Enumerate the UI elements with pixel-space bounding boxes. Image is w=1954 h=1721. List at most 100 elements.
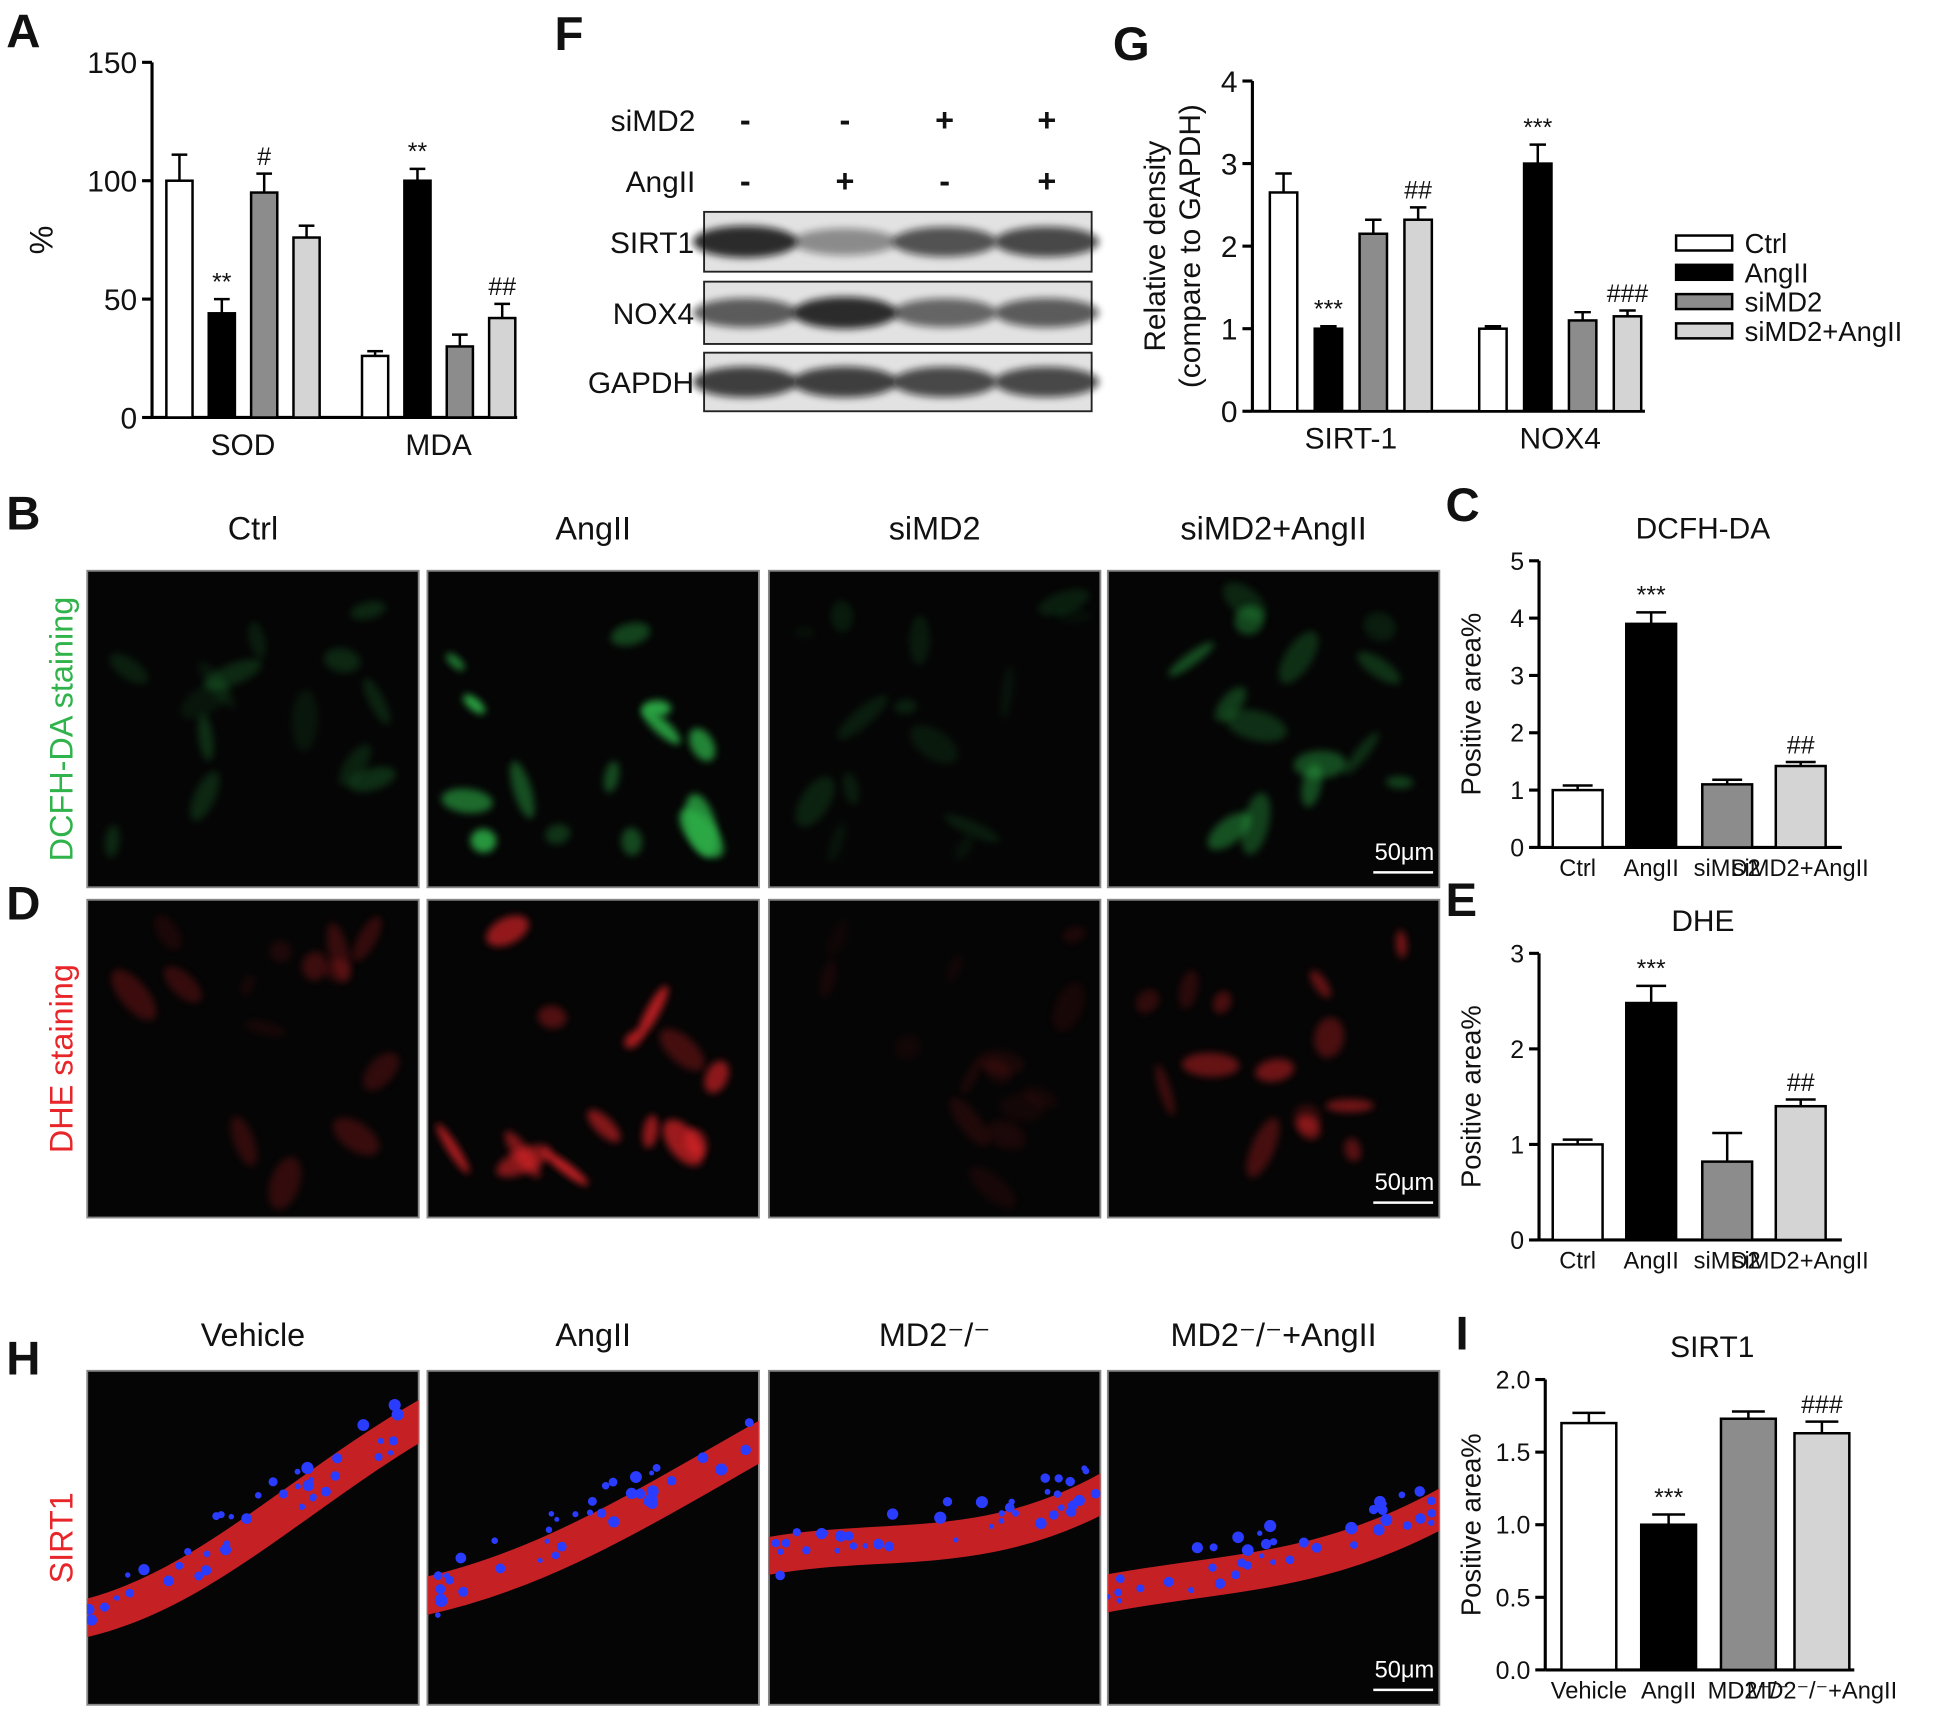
micrograph-content (792, 588, 1093, 863)
nucleus (1004, 1502, 1015, 1513)
y-axis-label: Positive area% (1455, 1005, 1486, 1188)
y-tick-label: 3 (1221, 148, 1238, 181)
nucleus (1368, 1504, 1379, 1515)
nucleus (377, 1437, 384, 1445)
blot-band (892, 298, 997, 328)
condition-sign: + (1037, 102, 1056, 138)
nucleus (1350, 1541, 1358, 1549)
nucleus (862, 1543, 869, 1549)
y-tick-label: 4 (1510, 605, 1524, 633)
cell (819, 959, 837, 999)
y-tick-label: 0 (1510, 834, 1524, 862)
nucleus (652, 1463, 661, 1472)
micrograph-content (1107, 1486, 1440, 1613)
nucleus (1241, 1544, 1254, 1557)
nucleus (1053, 1490, 1062, 1498)
x-tick-label: SOD (211, 429, 276, 462)
nucleus (608, 1516, 620, 1528)
scale-bar-label: 50μm (1375, 1170, 1435, 1196)
y-axis-label: % (23, 225, 59, 254)
nucleus (666, 1475, 677, 1486)
legend-label: siMD2+AngII (1745, 316, 1903, 347)
bar (1625, 622, 1678, 849)
column-header: MD2⁻/⁻ (879, 1317, 991, 1353)
nucleus (1188, 1586, 1195, 1594)
bar (207, 312, 237, 419)
nucleus (643, 1495, 655, 1507)
nucleus (649, 1470, 655, 1476)
nucleus (434, 1593, 448, 1607)
cell (1363, 611, 1397, 642)
cell (1155, 1064, 1175, 1116)
nucleus (1058, 1504, 1065, 1511)
cell (894, 699, 917, 715)
cell (642, 1114, 659, 1148)
bar (1567, 319, 1598, 413)
nucleus (1012, 1509, 1020, 1517)
x-tick-label: siMD2 (1694, 1249, 1761, 1275)
significance-label: ## (1787, 1069, 1815, 1097)
nucleus (1398, 1491, 1406, 1499)
nucleus (545, 1526, 553, 1534)
nucleus (1163, 1576, 1174, 1587)
cell (163, 966, 202, 1003)
nucleus (458, 1586, 469, 1597)
cell (1325, 1099, 1374, 1113)
bar (1313, 327, 1344, 413)
nucleus (1107, 1594, 1111, 1600)
cell (1022, 1086, 1058, 1108)
micrograph (767, 898, 1102, 1219)
bar (1358, 232, 1389, 413)
y-axis-label: (compare to GAPDH) (1174, 104, 1207, 388)
nucleus (1428, 1519, 1435, 1526)
x-tick-label: SIRT-1 (1305, 423, 1397, 456)
blot-band (792, 366, 898, 398)
panel-letter: D (6, 878, 40, 931)
cell (445, 653, 465, 671)
significance-label: ### (1607, 280, 1649, 308)
panel-letter: H (6, 1333, 40, 1386)
cell (894, 1034, 921, 1060)
y-tick-label: 2 (1221, 231, 1238, 264)
cell (603, 761, 620, 793)
nucleus (455, 1553, 466, 1564)
cell (180, 681, 230, 719)
nucleus (388, 1436, 398, 1446)
legend-label: siMD2 (1745, 287, 1823, 318)
legend-swatch (1674, 234, 1734, 252)
micrograph-content (768, 1465, 1101, 1581)
nucleus (433, 1571, 443, 1581)
legend-swatch (1674, 322, 1734, 340)
nucleus (556, 1541, 567, 1552)
stain-label: DCFH-DA staining (43, 597, 79, 862)
nucleus (835, 1530, 847, 1542)
bar (1701, 783, 1754, 849)
legend-swatch (1674, 263, 1734, 282)
nucleus (241, 1513, 253, 1524)
nucleus (934, 1511, 947, 1524)
vessel-wall (87, 1400, 419, 1638)
nucleus (988, 1523, 994, 1529)
nucleus (391, 1408, 404, 1421)
panel-letter: I (1456, 1308, 1469, 1361)
cell (999, 1093, 1046, 1123)
scale-bar-label: 50μm (1375, 840, 1435, 866)
nucleus (1427, 1509, 1436, 1518)
nucleus (1214, 1578, 1226, 1589)
x-tick-label: NOX4 (1520, 423, 1601, 456)
nucleus (294, 1483, 301, 1490)
nucleus (1311, 1542, 1322, 1553)
micrograph-content (111, 914, 400, 1210)
cell (704, 1060, 729, 1094)
cell (1344, 1138, 1361, 1162)
cell (946, 954, 963, 982)
cell (1255, 1058, 1295, 1082)
significance-label: ** (408, 138, 428, 166)
nucleus (184, 1547, 192, 1556)
cell (510, 761, 535, 819)
nucleus (1285, 1555, 1295, 1565)
nucleus (849, 1542, 858, 1550)
cell (684, 1128, 708, 1157)
nucleus (217, 1511, 225, 1519)
